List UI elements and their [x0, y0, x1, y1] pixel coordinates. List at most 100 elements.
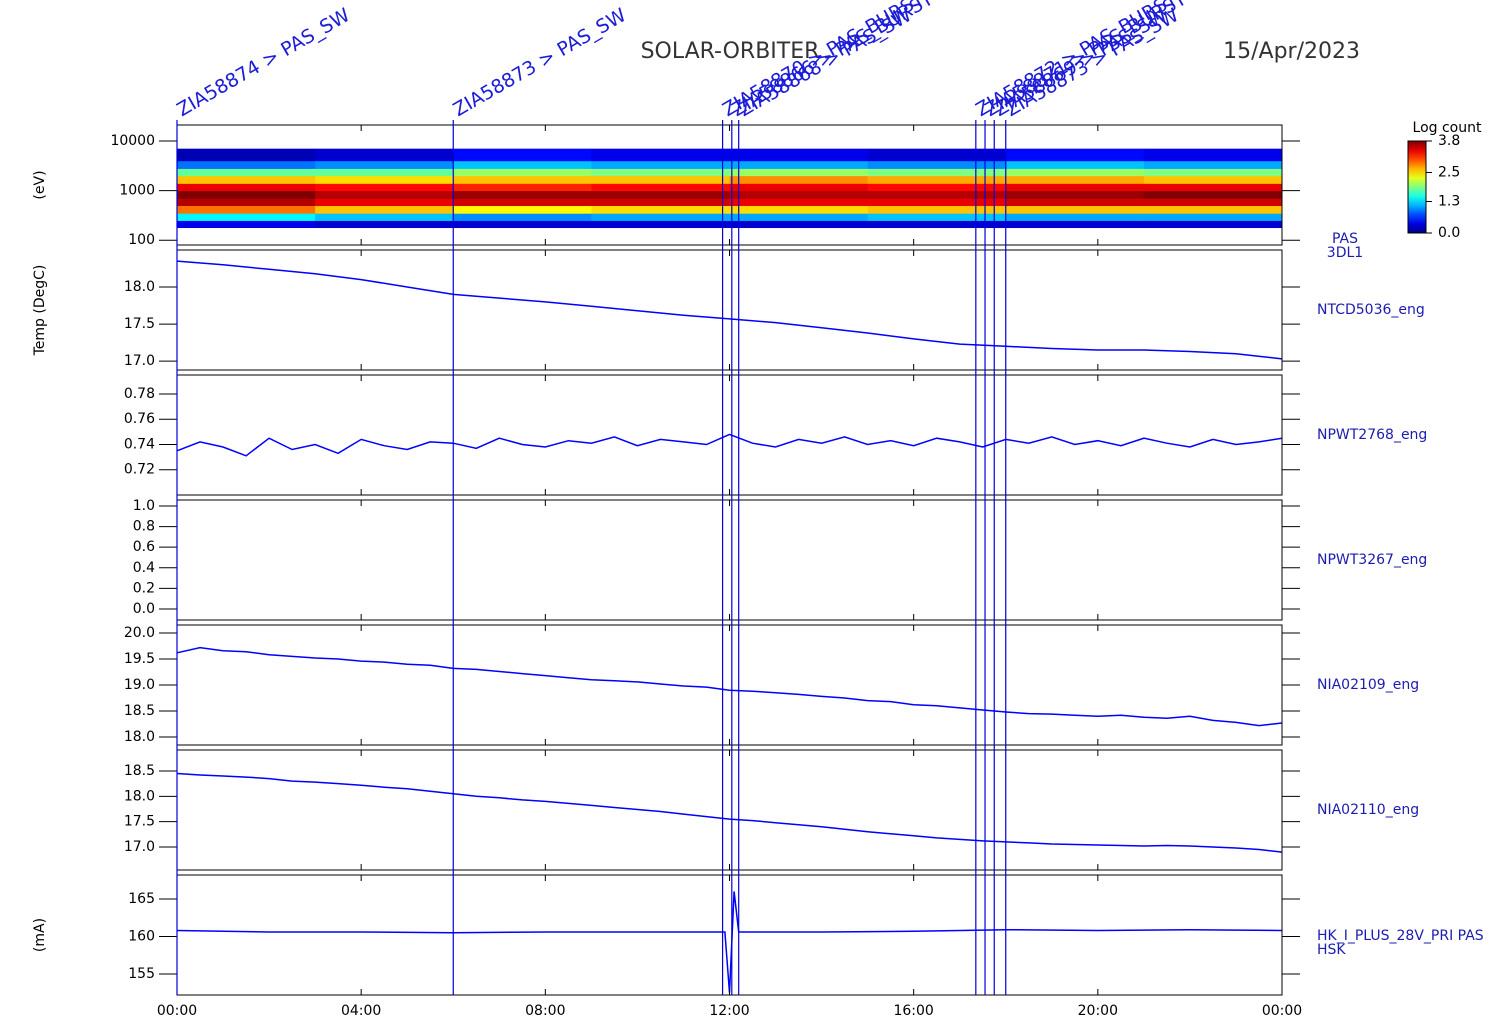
x-tick-label: 04:00	[341, 1003, 381, 1019]
y-axis-label: Temp (DegC)	[32, 265, 48, 357]
heatmap-cell	[1143, 168, 1283, 177]
heatmap-cell	[867, 148, 1007, 162]
heatmap-cell	[453, 220, 592, 229]
y-tick-label: 1000	[119, 183, 155, 199]
heatmap-cell	[591, 160, 730, 169]
panel-frame	[176, 499, 1283, 621]
heatmap-cell	[867, 198, 1007, 207]
heatmap-cell	[867, 175, 1007, 184]
heatmap-cell	[1005, 198, 1145, 207]
y-tick-label: 0.4	[133, 560, 155, 576]
y-tick-label: 10000	[110, 133, 155, 149]
y-tick-label: 17.5	[124, 814, 155, 830]
heatmap-cell	[1143, 198, 1283, 207]
heatmap-cell	[315, 148, 454, 162]
panel-frame	[176, 624, 1283, 746]
panel-label: PAS	[1332, 231, 1358, 247]
y-tick-label: 18.0	[124, 729, 155, 745]
event-label: ZIA58873 > PAS_SW	[1002, 4, 1183, 121]
y-tick-label: 0.8	[133, 519, 155, 535]
heatmap-cell	[453, 148, 592, 162]
x-tick-label: 08:00	[525, 1003, 565, 1019]
heatmap-cell	[867, 213, 1007, 221]
heatmap-cell	[453, 168, 592, 177]
y-tick-label: 165	[128, 891, 155, 907]
heatmap-cell	[1005, 175, 1145, 184]
y-tick-label: 17.0	[124, 839, 155, 855]
heatmap-cell	[1143, 160, 1283, 169]
y-tick-label: 155	[128, 966, 155, 982]
heatmap-cell	[729, 183, 869, 192]
heatmap-cell	[1143, 213, 1283, 221]
colorbar-tick-label: 0.0	[1438, 225, 1460, 241]
heatmap-cell	[177, 183, 316, 192]
heatmap-cell	[867, 205, 1007, 214]
y-tick-label: 18.5	[124, 703, 155, 719]
panel-label: NPWT2768_eng	[1317, 427, 1427, 443]
heatmap-cell	[315, 160, 454, 169]
heatmap-cell	[1143, 175, 1283, 184]
heatmap-cell	[453, 198, 592, 207]
heatmap-cell	[591, 175, 730, 184]
heatmap-cell	[453, 175, 592, 184]
y-tick-label: 100	[128, 232, 155, 248]
x-tick-label: 20:00	[1078, 1003, 1118, 1019]
heatmap-cell	[591, 168, 730, 177]
heatmap-cell	[453, 213, 592, 221]
heatmap-cell	[315, 175, 454, 184]
heatmap-cell	[591, 190, 730, 199]
y-tick-label: 17.5	[124, 316, 155, 332]
y-tick-label: 0.72	[124, 462, 155, 478]
heatmap-cell	[1143, 190, 1283, 199]
heatmap-cell	[177, 175, 316, 184]
heatmap-cell	[177, 168, 316, 177]
panel-label: NIA02110_eng	[1317, 802, 1419, 818]
y-tick-label: 0.76	[124, 411, 155, 427]
panel-label: NIA02109_eng	[1317, 677, 1419, 693]
heatmap-cell	[729, 160, 869, 169]
y-tick-label: 19.5	[124, 651, 155, 667]
heatmap-cell	[1143, 220, 1283, 229]
heatmap-cell	[729, 205, 869, 214]
heatmap-cell	[1005, 220, 1145, 229]
heatmap-cell	[177, 213, 316, 221]
data-line	[176, 260, 1283, 360]
y-tick-label: 20.0	[124, 625, 155, 641]
heatmap-cell	[1005, 190, 1145, 199]
panel-frame	[176, 749, 1283, 871]
heatmap-cell	[315, 183, 454, 192]
data-line	[176, 433, 1283, 457]
heatmap-cell	[177, 205, 316, 214]
y-tick-label: 160	[128, 929, 155, 945]
panel-label: HSK	[1317, 942, 1346, 958]
heatmap-cell	[315, 168, 454, 177]
heatmap-cell	[591, 213, 730, 221]
date: 15/Apr/2023	[1223, 39, 1360, 64]
heatmap-cell	[1143, 148, 1283, 162]
heatmap-cell	[867, 160, 1007, 169]
colorbar-tick-label: 1.3	[1438, 194, 1460, 210]
heatmap-cell	[729, 168, 869, 177]
heatmap-cell	[1143, 205, 1283, 214]
heatmap-cell	[729, 220, 869, 229]
data-line	[176, 772, 1283, 853]
y-tick-label: 1.0	[133, 498, 155, 514]
heatmap-cell	[729, 213, 869, 221]
heatmap-cell	[729, 190, 869, 199]
panel-label: NPWT3267_eng	[1317, 552, 1427, 568]
y-tick-label: 0.78	[124, 386, 155, 402]
panel-label: 3DL1	[1327, 245, 1363, 261]
heatmap-cell	[453, 190, 592, 199]
heatmap-cell	[453, 205, 592, 214]
heatmap-cell	[867, 220, 1007, 229]
colorbar	[1407, 140, 1427, 234]
y-tick-label: 0.6	[133, 539, 155, 555]
y-axis-label: (eV)	[32, 170, 48, 199]
heatmap-cell	[1005, 160, 1145, 169]
heatmap-cell	[315, 205, 454, 214]
y-axis-label: (mA)	[32, 918, 48, 952]
y-tick-label: 17.0	[124, 353, 155, 369]
heatmap-cell	[1005, 183, 1145, 192]
heatmap-cell	[729, 175, 869, 184]
